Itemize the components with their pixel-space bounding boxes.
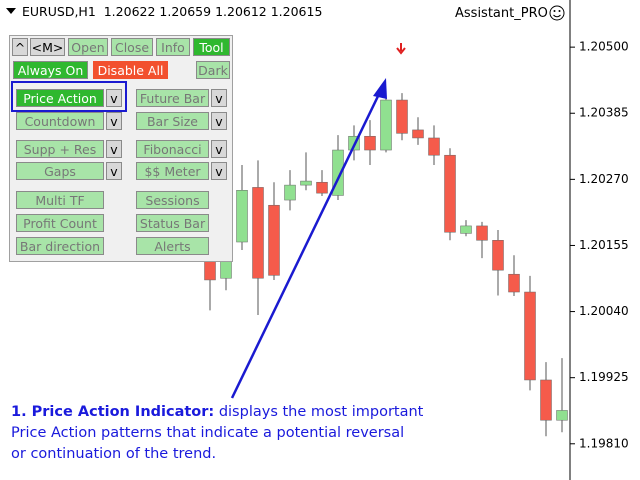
candle-body bbox=[540, 379, 552, 421]
dark-button[interactable]: Dark bbox=[196, 61, 230, 79]
tool-toggle[interactable]: Countdown bbox=[16, 112, 104, 130]
candle-body bbox=[492, 240, 504, 271]
candle-body bbox=[300, 180, 312, 186]
candle-body bbox=[508, 273, 520, 293]
candle-body bbox=[332, 149, 344, 196]
quote: 1.20622 1.20659 1.20612 1.20615 bbox=[103, 4, 323, 19]
tool-toggle[interactable]: Future Bar bbox=[136, 89, 209, 107]
candle-body bbox=[444, 154, 456, 233]
y-tick-label: 1.20270 bbox=[579, 172, 629, 186]
minimize-button[interactable]: <M> bbox=[30, 38, 65, 56]
tool-toggle[interactable]: $$ Meter bbox=[136, 162, 209, 180]
tool-toggle[interactable]: Multi TF bbox=[16, 191, 104, 209]
annotation-line: or continuation of the trend. bbox=[11, 446, 217, 462]
smiley-eye bbox=[558, 10, 561, 12]
tool-toggle[interactable]: Gaps bbox=[16, 162, 104, 180]
annotation: 1. Price Action Indicator: displays the … bbox=[11, 402, 431, 465]
candle-body bbox=[428, 137, 440, 156]
annotation-line: displays the most important bbox=[218, 404, 424, 420]
settings-button[interactable]: v bbox=[211, 89, 227, 107]
y-tick-label: 1.19810 bbox=[579, 436, 629, 450]
tool-toggle[interactable]: Fibonacci bbox=[136, 140, 209, 158]
collapse-button[interactable]: ^ bbox=[12, 38, 28, 56]
expert-name: Assistant_PRO bbox=[455, 6, 548, 21]
info-button[interactable]: Info bbox=[156, 38, 190, 56]
candle-body bbox=[220, 260, 232, 279]
candle-body bbox=[556, 410, 568, 421]
settings-button[interactable]: v bbox=[211, 140, 227, 158]
candle-body bbox=[236, 190, 248, 243]
tool-toggle[interactable]: Profit Count bbox=[16, 214, 104, 232]
tool-toggle[interactable]: Bar direction bbox=[16, 237, 104, 255]
candle-body bbox=[380, 99, 392, 151]
candle-body bbox=[524, 291, 536, 381]
callout-arrow bbox=[230, 91, 382, 399]
signal-arrow bbox=[396, 43, 406, 55]
settings-button[interactable]: v bbox=[211, 112, 227, 130]
tool-toggle[interactable]: Price Action bbox=[16, 89, 104, 107]
always-on-button[interactable]: Always On bbox=[13, 61, 88, 79]
y-tick-label: 1.20385 bbox=[579, 106, 629, 120]
candle-body bbox=[412, 129, 424, 139]
candle-body bbox=[364, 135, 376, 151]
tool-toggle[interactable]: Alerts bbox=[136, 237, 209, 255]
smiley-eye bbox=[553, 10, 556, 12]
settings-button[interactable]: v bbox=[106, 112, 122, 130]
symbol-header: EURUSD,H1 1.20622 1.20659 1.20612 1.2061… bbox=[22, 4, 322, 19]
y-tick-label: 1.19925 bbox=[579, 370, 629, 384]
candles bbox=[204, 90, 568, 437]
candle-body bbox=[284, 184, 296, 201]
annotation-line: Price Action patterns that indicate a po… bbox=[11, 425, 405, 441]
tool-toggle[interactable]: Status Bar bbox=[136, 214, 209, 232]
candle-body bbox=[476, 225, 488, 241]
smiley-icon bbox=[549, 5, 565, 21]
candle-body bbox=[396, 99, 408, 134]
y-tick-label: 1.20040 bbox=[579, 304, 629, 318]
settings-button[interactable]: v bbox=[106, 89, 122, 107]
tool-toggle[interactable]: Sessions bbox=[136, 191, 209, 209]
y-tick-label: 1.20500 bbox=[579, 40, 629, 54]
dropdown-icon bbox=[6, 8, 16, 14]
disable-all-button[interactable]: Disable All bbox=[93, 61, 168, 79]
tool-toggle[interactable]: Supp + Res bbox=[16, 140, 104, 158]
candle-body bbox=[268, 204, 280, 276]
candle-body bbox=[252, 187, 264, 279]
smiley-mouth bbox=[553, 14, 561, 18]
y-tick-label: 1.20155 bbox=[579, 238, 629, 252]
close-button[interactable]: Close bbox=[111, 38, 153, 56]
candle-body bbox=[316, 181, 328, 194]
tool-button[interactable]: Tool bbox=[193, 38, 230, 56]
callout-arrowhead bbox=[373, 78, 387, 99]
settings-button[interactable]: v bbox=[211, 162, 227, 180]
tool-toggle[interactable]: Bar Size bbox=[136, 112, 209, 130]
candle-body bbox=[460, 225, 472, 234]
annotation-heading: 1. Price Action Indicator: bbox=[11, 404, 215, 420]
symbol: EURUSD,H1 bbox=[22, 4, 96, 19]
highlight-box bbox=[11, 81, 127, 112]
settings-button[interactable]: v bbox=[106, 140, 122, 158]
open-button[interactable]: Open bbox=[68, 38, 108, 56]
settings-button[interactable]: v bbox=[106, 162, 122, 180]
